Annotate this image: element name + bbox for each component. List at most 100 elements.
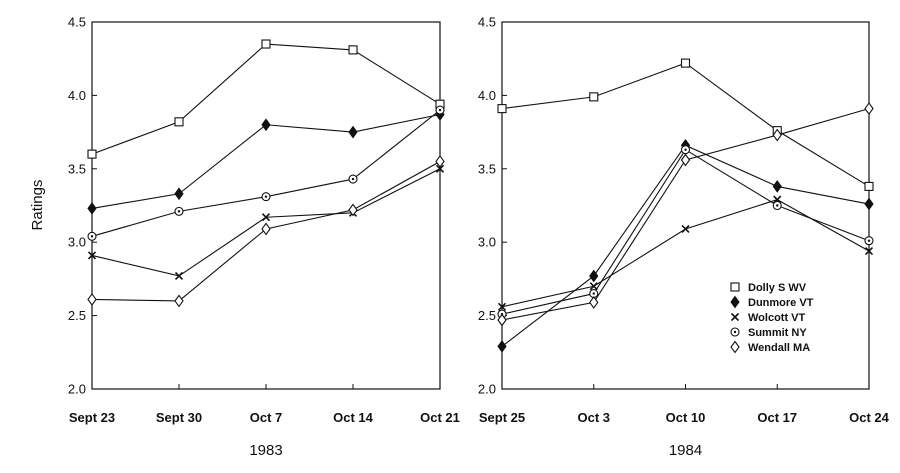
data-point-dunmore-vt [772, 180, 782, 193]
data-point-wolcott-vt-stroke-b [497, 302, 507, 311]
data-point-wolcott-vt-stroke-b [864, 246, 874, 256]
series-wolcott-vt [497, 195, 874, 311]
series-line-dunmore-vt [501, 144, 870, 347]
legend-label-summit-ny: Summit NY [748, 327, 807, 339]
data-point-wolcott-vt-stroke-b [87, 251, 97, 260]
data-point-wendall-ma [348, 203, 358, 217]
x-tick-label: Oct 14 [333, 410, 374, 425]
x-tick-label: Oct 10 [666, 410, 706, 425]
legend-label-wolcott-vt: Wolcott VT [748, 312, 806, 324]
x-tick-label: Sept 25 [479, 410, 525, 425]
data-point-wolcott-vt [261, 213, 271, 222]
data-point-dunmore-vt [497, 340, 507, 353]
data-point-dunmore-vt [348, 125, 358, 139]
legend-marker-summit-ny-dot [733, 330, 737, 334]
data-point-summit-ny [348, 174, 358, 184]
data-point-wendall-ma [772, 128, 782, 142]
data-point-wendall-ma [589, 295, 599, 309]
data-point-wolcott-vt-stroke-b [589, 282, 598, 291]
data-point-wolcott-vt [174, 271, 184, 281]
data-point-summit-ny-dot [264, 195, 268, 198]
y-tick-label: 3.5 [68, 161, 86, 176]
data-point-wolcott-vt [435, 164, 445, 173]
data-point-wolcott-vt [864, 246, 874, 256]
data-point-wendall-ma [87, 293, 97, 306]
data-point-summit-ny [261, 192, 271, 202]
x-tick-label: Sept 23 [69, 410, 115, 425]
data-point-wolcott-vt [589, 282, 598, 291]
data-point-dolly-s-wv [261, 39, 271, 49]
y-tick-label: 4.5 [68, 15, 86, 30]
x-tick-label: Oct 7 [250, 410, 283, 425]
plot-frame [91, 21, 441, 390]
data-point-dolly-s-wv [87, 149, 97, 159]
legend: Dolly S WV Dunmore VT Wolcott VT Summit NY W… [730, 282, 814, 354]
data-point-wendall-ma [864, 102, 874, 116]
data-point-dolly-s-wv [864, 181, 874, 191]
data-point-wendall-ma [174, 294, 184, 308]
legend-marker-summit-ny [730, 327, 740, 337]
data-point-dolly-s-wv [589, 92, 599, 102]
series-line-dolly-s-wv [91, 43, 441, 155]
series-wendall-ma [497, 102, 874, 327]
data-point-dolly-s-wv [174, 117, 184, 127]
y-tick-label: 4.0 [478, 88, 496, 103]
data-point-dolly-s-wv [680, 58, 691, 68]
data-point-dunmore-vt [864, 197, 874, 211]
y-tick-label: 2.5 [68, 308, 86, 323]
data-point-wendall-ma [680, 153, 691, 167]
series-dolly-s-wv [87, 39, 445, 159]
data-point-wendall-ma [261, 222, 271, 236]
data-point-summit-ny-dot [592, 292, 595, 295]
data-point-wendall-ma [435, 155, 445, 168]
x-axis-title: 1983 [249, 442, 282, 459]
data-point-summit-ny [435, 105, 445, 115]
data-point-summit-ny [864, 236, 874, 246]
legend-marker-wolcott-vt-stroke-b [730, 312, 740, 322]
y-tick-label: 3.5 [478, 161, 496, 176]
data-point-dolly-s-wv [348, 45, 358, 55]
y-tick-label: 2.0 [478, 382, 496, 397]
series-line-wolcott-vt [501, 199, 870, 308]
series-wendall-ma [87, 155, 445, 308]
data-point-wolcott-vt-stroke-b [174, 271, 184, 281]
data-point-summit-ny [680, 145, 691, 155]
legend-marker-wolcott-vt [730, 312, 740, 322]
y-tick-label: 2.5 [478, 308, 496, 323]
data-point-summit-ny-dot [351, 177, 355, 181]
x-tick-label: Oct 24 [849, 410, 890, 425]
data-point-wolcott-vt [497, 302, 507, 311]
data-point-summit-ny-dot [684, 148, 687, 151]
y-tick-label: 3.0 [478, 235, 496, 250]
data-point-dunmore-vt [589, 269, 599, 283]
legend-label-wendall-ma: Wendall MA [748, 342, 810, 354]
legend-label-dolly-s-wv: Dolly S WV [748, 282, 807, 294]
data-point-summit-ny [772, 200, 782, 211]
x-tick-label: Oct 17 [757, 410, 797, 425]
data-point-dunmore-vt [261, 118, 271, 132]
panel-1984: 2.0 2.5 3.0 3.5 4.0 4.5 Sept 25 Oct 3 Oct 10 Oct … [478, 15, 890, 460]
series-line-wolcott-vt [91, 168, 441, 277]
y-tick-label: 3.0 [68, 235, 86, 250]
y-tick-label: 2.0 [68, 382, 86, 397]
x-tick-label: Oct 21 [420, 410, 460, 425]
data-point-summit-ny [87, 231, 97, 241]
legend-marker-wendall-ma [730, 340, 740, 354]
data-point-wolcott-vt [681, 224, 690, 234]
data-point-summit-ny-dot [90, 235, 94, 238]
series-dunmore-vt [497, 138, 874, 353]
data-point-dunmore-vt [174, 187, 184, 201]
series-dolly-s-wv [497, 58, 874, 191]
y-axis-title: Ratings [29, 180, 46, 231]
data-point-summit-ny-dot [177, 210, 181, 213]
legend-label-dunmore-vt: Dunmore VT [748, 297, 814, 309]
legend-marker-dolly-s-wv [730, 282, 740, 292]
series-summit-ny [87, 105, 445, 241]
data-point-dolly-s-wv [497, 104, 507, 114]
panel-1983: 2.0 2.5 3.0 3.5 4.0 4.5 Sept 23 Sept 30 Oct 7 Oct… [68, 15, 460, 460]
x-tick-label: Sept 30 [156, 410, 202, 425]
data-point-summit-ny-dot [438, 108, 442, 112]
y-tick-label: 4.5 [478, 15, 496, 30]
data-point-wendall-ma [497, 313, 507, 327]
